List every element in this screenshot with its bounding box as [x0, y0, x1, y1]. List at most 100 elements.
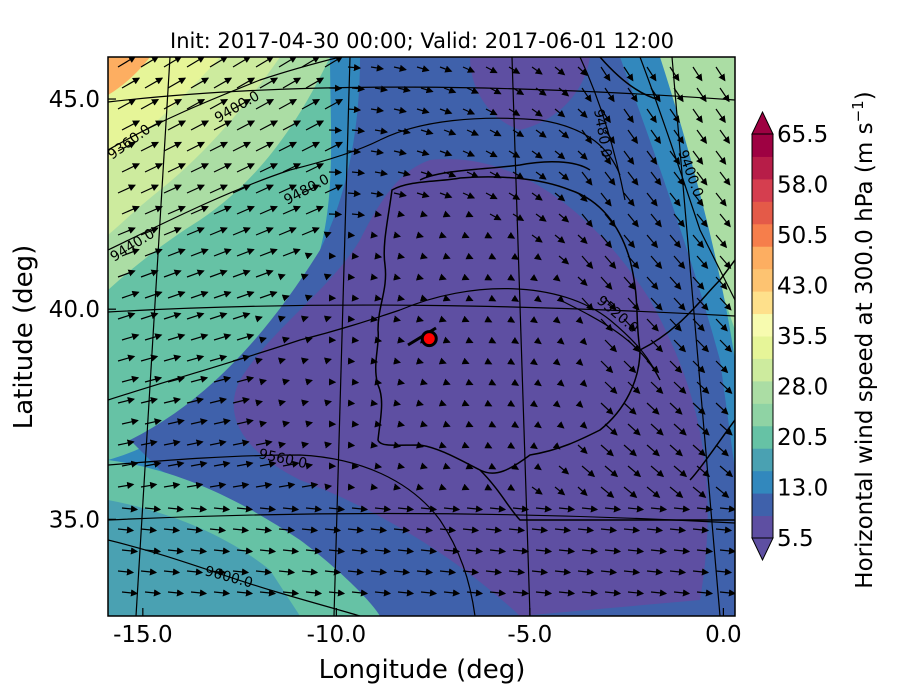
wind-vector	[209, 57, 229, 68]
wind-vector	[324, 99, 344, 110]
wind-vector	[558, 213, 570, 223]
wind-vector	[604, 505, 622, 513]
wind-vector	[347, 441, 356, 449]
wind-vector	[167, 163, 187, 173]
wind-vector	[531, 108, 543, 117]
wind-vector	[535, 589, 553, 597]
wind-vector	[259, 460, 277, 468]
wind-vector	[554, 526, 572, 534]
wind-vector	[581, 505, 599, 513]
wind-vector	[374, 294, 383, 302]
wind-vector	[646, 234, 659, 249]
wind-vector	[278, 227, 297, 236]
wind-vector	[324, 57, 344, 68]
wind-vector	[577, 150, 588, 160]
wind-vector	[236, 375, 255, 383]
wind-vector	[305, 462, 314, 470]
wind-vector	[140, 57, 160, 68]
wind-vector	[604, 339, 618, 353]
wind-vector	[627, 297, 640, 311]
wind-vector	[600, 444, 614, 457]
wind-vector	[554, 234, 566, 244]
wind-vector	[623, 108, 634, 124]
wind-vector	[627, 87, 638, 103]
wind-vector	[140, 397, 158, 405]
colorbar-swatch	[752, 336, 773, 359]
wind-vector	[604, 213, 616, 228]
wind-vector	[370, 357, 379, 365]
wind-vector	[255, 99, 275, 110]
colorbar-tick-label: 28.0	[777, 375, 828, 401]
wind-vector	[461, 357, 470, 365]
wind-vector	[696, 255, 709, 270]
wind-vector	[579, 379, 588, 387]
wind-vector	[577, 108, 588, 118]
wind-vector	[507, 399, 516, 407]
wind-vector	[419, 420, 428, 428]
wind-vector	[692, 234, 705, 249]
wind-vector	[167, 290, 186, 299]
colorbar-swatch	[752, 291, 773, 315]
wind-vector	[209, 99, 229, 110]
wind-vector	[535, 547, 553, 555]
wind-vector	[581, 213, 593, 228]
wind-vector	[600, 486, 615, 498]
wind-vector	[324, 568, 342, 576]
wind-vector	[163, 526, 181, 534]
wind-vector	[415, 273, 424, 281]
wind-vector	[259, 420, 268, 428]
wind-vector	[213, 547, 231, 555]
wind-vector	[438, 273, 447, 281]
wind-vector	[351, 505, 369, 513]
wind-vector	[442, 294, 451, 302]
wind-vector	[232, 141, 252, 152]
wind-vector	[186, 397, 204, 405]
wind-vector	[416, 107, 430, 115]
wind-vector	[646, 150, 658, 165]
wind-vector	[415, 231, 424, 239]
wind-vector	[393, 441, 402, 449]
wind-vector	[696, 589, 714, 597]
wind-vector	[439, 191, 453, 199]
wind-vector	[554, 150, 566, 160]
wind-vector	[420, 589, 438, 597]
wind-vector	[600, 318, 613, 332]
wind-vector	[301, 399, 309, 407]
wind-vector	[232, 568, 250, 576]
wind-vector	[415, 399, 424, 407]
wind-vector	[488, 336, 497, 344]
colorbar-ticks: 5.5 13.0 20.5 28.0 35.5 43.0 50.5 58.0 65.5	[777, 122, 828, 552]
wind-vector	[167, 589, 185, 597]
wind-vector	[419, 252, 428, 260]
wind-vector	[577, 192, 588, 202]
wind-vector	[623, 276, 636, 290]
wind-vector	[415, 441, 424, 449]
wind-vector	[186, 57, 206, 68]
wind-vector	[167, 460, 185, 468]
wind-vector	[465, 252, 474, 260]
colorbar-tick-label: 65.5	[777, 122, 828, 148]
wind-vector	[416, 149, 430, 157]
wind-vector	[485, 192, 498, 200]
wind-vector	[236, 248, 255, 257]
wind-vector	[508, 108, 521, 116]
wind-vector	[692, 150, 704, 165]
wind-vector	[209, 227, 228, 236]
wind-vector	[512, 171, 525, 180]
wind-vector	[558, 589, 576, 597]
wind-vector	[190, 120, 210, 131]
wind-vector	[393, 190, 407, 198]
wind-vector	[259, 505, 277, 513]
wind-vector	[301, 568, 319, 576]
wind-vector	[556, 295, 565, 303]
wind-vector	[140, 227, 159, 236]
wind-vector	[374, 547, 392, 555]
wind-vector	[374, 252, 383, 260]
wind-vector	[144, 77, 164, 89]
wind-vector	[484, 399, 493, 407]
wind-vector	[370, 64, 385, 72]
wind-vector	[393, 526, 411, 534]
wind-vector	[121, 77, 141, 89]
wind-vector	[577, 568, 595, 576]
wind-vector	[646, 108, 657, 124]
